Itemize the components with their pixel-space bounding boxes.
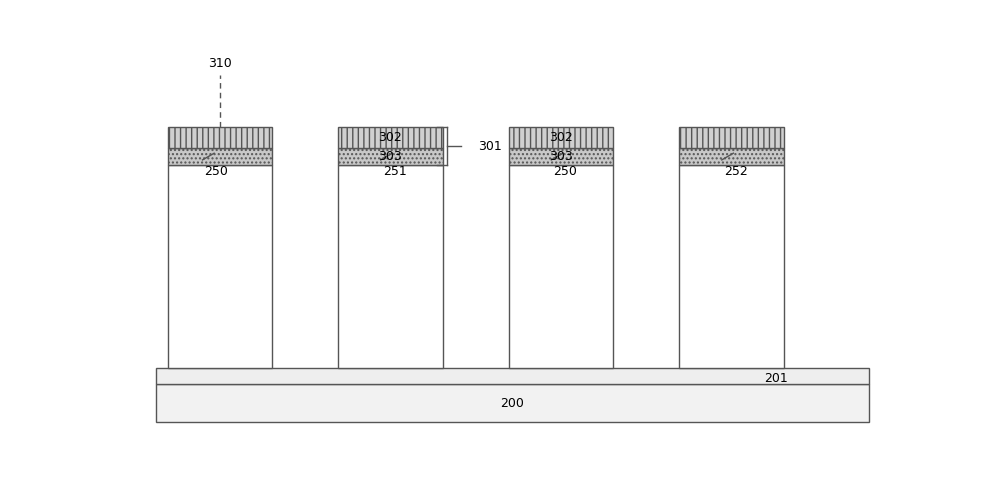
Bar — [338, 165, 443, 368]
Text: 302: 302 — [549, 131, 573, 144]
Text: 250: 250 — [205, 165, 228, 178]
Bar — [509, 165, 613, 368]
Bar — [168, 165, 272, 368]
Bar — [679, 127, 784, 147]
Bar — [338, 147, 443, 165]
Text: 310: 310 — [208, 57, 231, 70]
Text: 251: 251 — [383, 165, 407, 178]
Text: 200: 200 — [501, 397, 524, 410]
Text: 252: 252 — [724, 165, 748, 178]
Text: 250: 250 — [553, 165, 577, 178]
Bar — [679, 165, 784, 368]
Bar — [509, 147, 613, 165]
Bar — [509, 127, 613, 147]
Bar — [168, 147, 272, 165]
Text: 302: 302 — [379, 131, 402, 144]
Text: 301: 301 — [478, 140, 502, 153]
Bar — [679, 147, 784, 165]
Bar — [168, 127, 272, 147]
Text: 303: 303 — [549, 150, 573, 163]
Bar — [156, 368, 869, 384]
Text: 303: 303 — [379, 150, 402, 163]
Bar — [338, 127, 443, 147]
Bar — [156, 385, 869, 422]
Text: 201: 201 — [764, 372, 788, 385]
